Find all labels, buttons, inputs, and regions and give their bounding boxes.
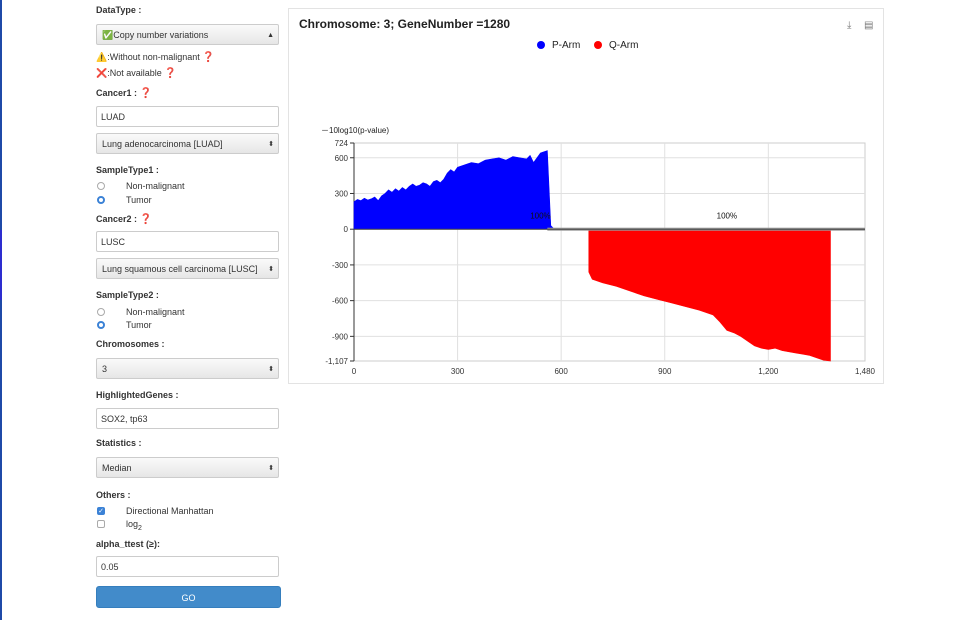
legend-dot-icon xyxy=(594,41,602,49)
y-tick-label: 0 xyxy=(344,225,349,234)
window-edge xyxy=(0,0,2,620)
others-label: Others : xyxy=(96,490,131,500)
percent-annotation: 100% xyxy=(530,211,550,220)
go-button[interactable]: GO xyxy=(96,586,281,608)
x-tick-label: 600 xyxy=(554,367,568,376)
cancer2-select[interactable]: Lung squamous cell carcinoma [LUSC] ⬍ xyxy=(96,258,279,279)
radio-selected-icon xyxy=(97,196,105,204)
alpha-input[interactable]: 0.05 xyxy=(96,556,279,577)
datatype-value: ✅Copy number variations xyxy=(102,30,209,40)
x-tick-label: 0 xyxy=(352,367,357,376)
radio-selected-icon xyxy=(97,321,105,329)
manhattan-plot: 0 300 600 900 1,200 1,480 724 600 300 0 -300 -600 -9… xyxy=(321,126,876,376)
select-arrows-icon: ⬍ xyxy=(268,465,274,472)
download-icon[interactable]: ⤓ xyxy=(847,20,852,31)
x-tick-label: 300 xyxy=(451,367,465,376)
datatype-label: DataType : xyxy=(96,5,142,15)
y-tick-label: 724 xyxy=(335,139,349,148)
cancer1-input[interactable]: LUAD xyxy=(96,106,279,127)
legend-item-q-arm[interactable]: Q-Arm xyxy=(594,40,638,51)
y-axis-label: －10log10(p-value) xyxy=(321,126,389,135)
y-tick-label: -1,107 xyxy=(325,357,348,366)
document-icon[interactable]: ▤ xyxy=(864,20,874,31)
help-icon[interactable]: ❓ xyxy=(202,52,215,63)
select-arrows-icon: ▲ xyxy=(267,32,274,39)
highlighted-genes-input[interactable]: SOX2, tp63 xyxy=(96,408,279,429)
chart-title: Chromosome: 3; GeneNumber =1280 xyxy=(299,17,511,31)
y-tick-label: -900 xyxy=(332,332,349,341)
note-without-nonmalignant: ⚠️:Without non-malignant ❓ xyxy=(96,52,215,63)
legend-item-p-arm[interactable]: P-Arm xyxy=(537,40,580,51)
statistics-label: Statistics : xyxy=(96,438,142,448)
chromosomes-select[interactable]: 3 ⬍ xyxy=(96,358,279,379)
select-arrows-icon: ⬍ xyxy=(268,366,274,373)
y-tick-label: 600 xyxy=(335,154,349,163)
help-icon[interactable]: ❓ xyxy=(139,214,152,225)
note-not-available: ❌:Not available ❓ xyxy=(96,68,177,79)
warning-icon: ⚠️ xyxy=(96,52,108,62)
q-arm-area xyxy=(588,228,831,362)
checkmark-icon: ✓ xyxy=(97,507,105,515)
x-tick-label: 900 xyxy=(658,367,672,376)
window-edge-accent xyxy=(0,230,2,300)
help-icon[interactable]: ❓ xyxy=(139,88,152,99)
statistics-select[interactable]: Median ⬍ xyxy=(96,457,279,478)
chromosomes-label: Chromosomes : xyxy=(96,339,165,349)
sampletype1-label: SampleType1 : xyxy=(96,165,159,175)
cross-icon: ❌ xyxy=(96,68,108,78)
datatype-select[interactable]: ✅Copy number variations ▲ xyxy=(96,24,279,45)
radio-icon xyxy=(97,308,105,316)
y-tick-label: -300 xyxy=(332,261,349,270)
x-tick-label: 1,480 xyxy=(855,367,876,376)
radio-icon xyxy=(97,182,105,190)
select-arrows-icon: ⬍ xyxy=(268,266,274,273)
help-icon[interactable]: ❓ xyxy=(164,68,177,79)
checkbox-icon xyxy=(97,520,105,528)
sampletype2-label: SampleType2 : xyxy=(96,290,159,300)
select-arrows-icon: ⬍ xyxy=(268,141,274,148)
alpha-label: alpha_ttest (≥): xyxy=(96,539,160,549)
cancer2-input[interactable]: LUSC xyxy=(96,231,279,252)
x-tick-label: 1,200 xyxy=(758,367,779,376)
y-tick-label: 300 xyxy=(335,189,349,198)
cancer1-select[interactable]: Lung adenocarcinoma [LUAD] ⬍ xyxy=(96,133,279,154)
cancer1-label: Cancer1 : ❓ xyxy=(96,88,152,99)
chart-panel: Chromosome: 3; GeneNumber =1280 ⤓ ▤ P-Ar… xyxy=(288,8,884,384)
legend-dot-icon xyxy=(537,41,545,49)
y-tick-label: -600 xyxy=(332,297,349,306)
percent-annotation: 100% xyxy=(717,211,737,220)
p-arm-area xyxy=(353,150,555,230)
highlighted-genes-label: HighlightedGenes : xyxy=(96,390,179,400)
cancer2-label: Cancer2 : ❓ xyxy=(96,214,152,225)
